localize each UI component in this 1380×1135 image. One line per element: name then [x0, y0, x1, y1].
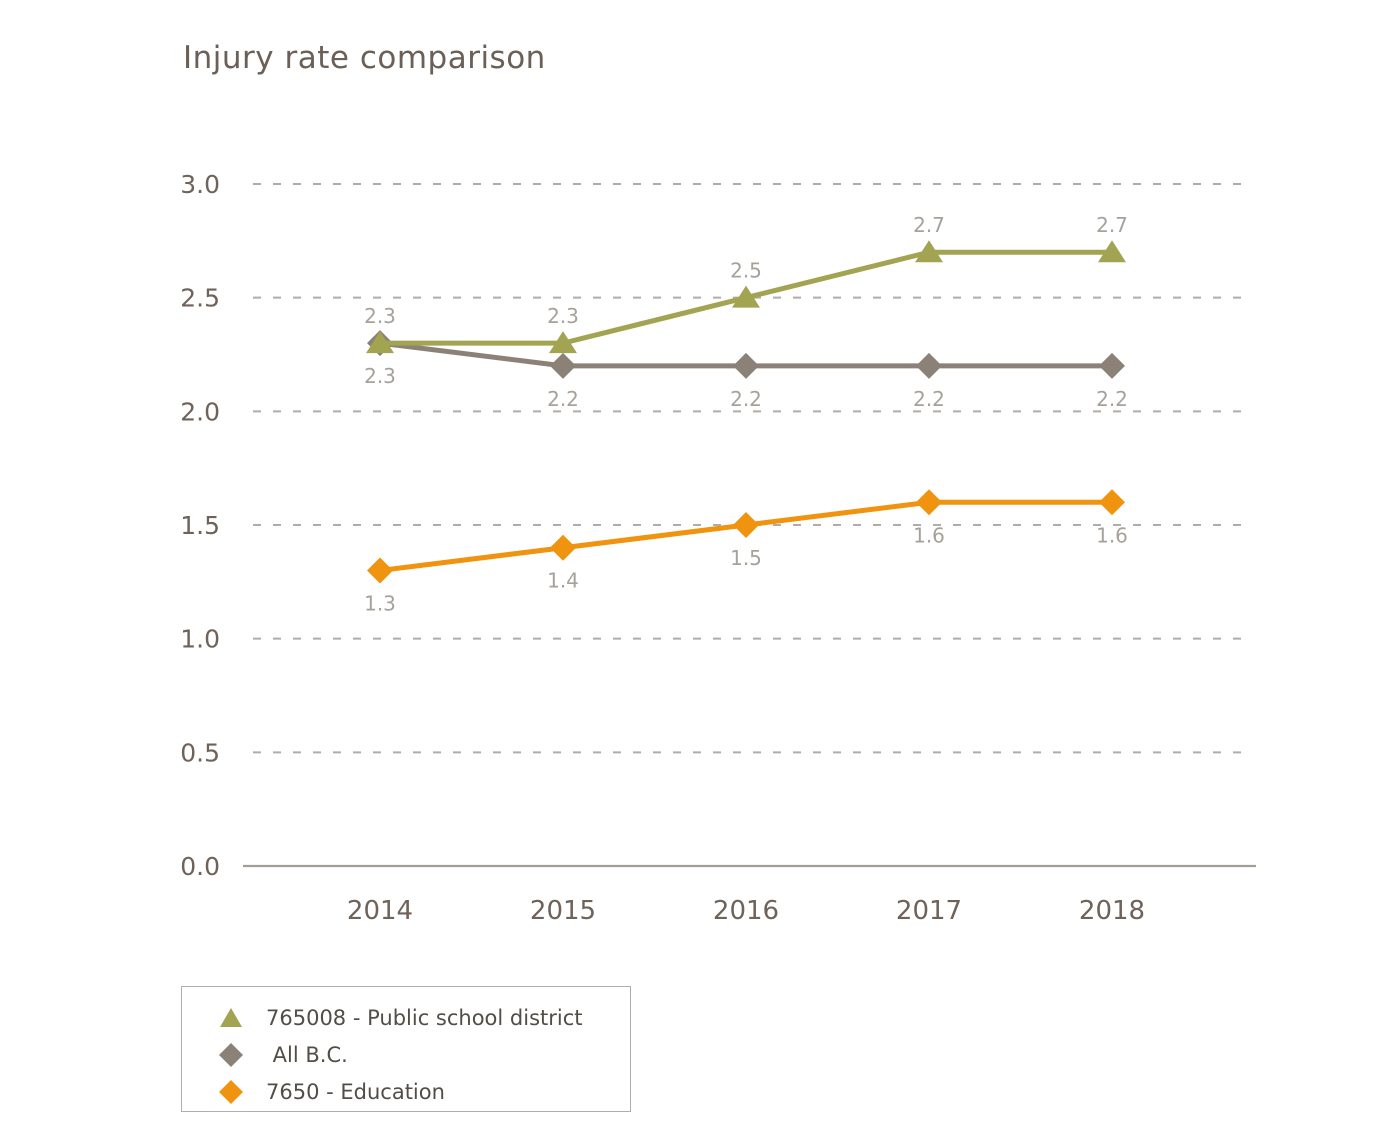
legend-label: 7650 - Education: [266, 1079, 445, 1104]
triangle-marker-icon: [366, 331, 394, 354]
data-label: 2.2: [1096, 387, 1128, 411]
diamond-marker-icon: [1099, 489, 1125, 516]
legend-diamond-marker-icon: [219, 1079, 243, 1104]
diamond-marker-icon: [916, 489, 942, 516]
chart-legend: 765008 - Public school district All B.C.…: [181, 986, 631, 1112]
legend-item: 7650 - Education: [218, 1073, 630, 1110]
data-label: 2.5: [730, 259, 762, 283]
data-label: 1.4: [547, 569, 579, 593]
data-label: 2.3: [364, 304, 396, 328]
data-label: 1.5: [730, 546, 762, 570]
diamond-marker-icon: [733, 352, 759, 379]
y-tick-label: 0.5: [180, 738, 220, 767]
y-tick-label: 3.0: [180, 170, 220, 199]
data-label: 2.2: [547, 387, 579, 411]
triangle-marker-icon: [549, 331, 577, 354]
triangle-marker-icon: [732, 285, 760, 308]
diamond-marker-icon: [1099, 352, 1125, 379]
data-label: 1.6: [913, 523, 945, 547]
legend-triangle-marker-icon: [220, 1007, 242, 1027]
chart-title: Injury rate comparison: [183, 40, 546, 76]
diamond-marker-icon: [550, 534, 576, 561]
data-label: 1.3: [364, 591, 396, 615]
triangle-marker-icon: [1098, 240, 1126, 263]
x-tick-label: 2014: [347, 896, 413, 926]
x-tick-label: 2017: [896, 896, 962, 926]
chart-canvas: 3.0 2.5 2.0 1.5 1.0 0.5 0.0 2014 2015 2016 2017 201…: [180, 170, 1256, 926]
diamond-marker-icon: [367, 557, 393, 584]
diamond-marker-icon: [916, 352, 942, 379]
data-label: 2.7: [1096, 213, 1128, 237]
data-label: 2.3: [547, 304, 579, 328]
legend-item: All B.C.: [218, 1036, 630, 1073]
triangle-marker-icon: [915, 240, 943, 263]
data-label: 2.2: [730, 387, 762, 411]
x-tick-label: 2015: [530, 896, 596, 926]
y-tick-label: 2.5: [180, 284, 220, 313]
diamond-marker-icon: [550, 352, 576, 379]
data-label: 2.7: [913, 213, 945, 237]
legend-label: 765008 - Public school district: [266, 1005, 583, 1030]
x-tick-label: 2016: [713, 896, 779, 926]
diamond-marker-icon: [733, 512, 759, 539]
data-label: 2.3: [364, 364, 396, 388]
y-tick-label: 0.0: [180, 852, 220, 881]
data-label: 2.2: [913, 387, 945, 411]
y-tick-label: 2.0: [180, 397, 220, 426]
legend-item: 765008 - Public school district: [218, 999, 630, 1036]
legend-diamond-marker-icon: [219, 1042, 243, 1067]
y-tick-label: 1.5: [180, 511, 220, 540]
legend-label: All B.C.: [266, 1042, 348, 1067]
data-label: 1.6: [1096, 523, 1128, 547]
y-tick-label: 1.0: [180, 625, 220, 654]
x-tick-label: 2018: [1079, 896, 1145, 926]
